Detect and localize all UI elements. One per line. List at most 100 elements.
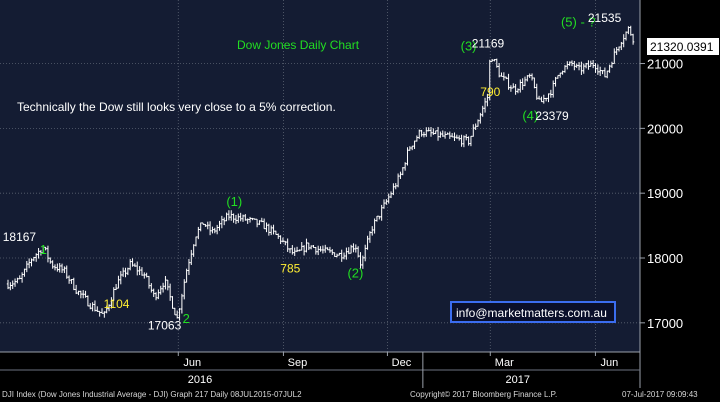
- price-bar: [399, 171, 402, 179]
- price-bar: [502, 72, 506, 81]
- price-bar: [505, 76, 508, 80]
- price-bar: [389, 191, 393, 199]
- price-bar: [23, 268, 26, 277]
- x-tick-label: Mar: [495, 357, 514, 369]
- price-level-label: 21535: [588, 11, 622, 25]
- wave-label: 1: [40, 242, 47, 257]
- price-bar: [507, 73, 510, 90]
- price-bar: [65, 265, 68, 279]
- price-bar: [279, 235, 282, 245]
- price-bar: [575, 63, 578, 68]
- price-bar: [230, 210, 233, 221]
- price-bar: [194, 236, 198, 247]
- price-bar: [314, 246, 318, 255]
- price-bar: [514, 84, 517, 95]
- price-bar: [411, 145, 414, 151]
- price-bar: [35, 253, 38, 262]
- price-bar: [171, 296, 174, 309]
- price-bar: [49, 257, 52, 264]
- price-bar: [413, 140, 416, 150]
- price-bar: [497, 62, 501, 78]
- y-tick-label: 20000: [647, 121, 683, 136]
- price-bar: [331, 249, 334, 255]
- price-bar: [472, 124, 475, 137]
- price-bar: [608, 64, 611, 73]
- watermark-box: info@marketmatters.com.au: [450, 301, 616, 323]
- price-bar: [159, 285, 162, 295]
- price-bar: [425, 127, 428, 137]
- price-bar: [312, 244, 315, 248]
- price-bar: [270, 225, 273, 236]
- price-bar: [441, 130, 444, 137]
- x-year-label: 2017: [505, 374, 529, 386]
- price-bar: [255, 218, 259, 228]
- price-bar: [594, 63, 597, 73]
- price-bar: [326, 247, 329, 251]
- price-bar: [495, 58, 498, 68]
- price-bar: [561, 70, 564, 75]
- price-bar: [157, 289, 160, 300]
- price-bar: [237, 213, 240, 223]
- price-bar: [103, 311, 106, 318]
- price-bar: [18, 275, 21, 280]
- point-move-label: 1104: [104, 297, 130, 311]
- price-bar: [277, 233, 280, 239]
- price-bar: [368, 231, 372, 243]
- price-bar: [32, 256, 36, 262]
- price-level-label: 18167: [3, 230, 37, 244]
- price-bar: [126, 267, 130, 276]
- price-bar: [105, 305, 108, 314]
- price-bar: [110, 297, 113, 309]
- price-bar: [420, 129, 423, 137]
- price-bar: [544, 97, 548, 102]
- price-bar: [305, 238, 308, 253]
- price-bar: [467, 136, 470, 146]
- wave-label: (4): [522, 108, 538, 123]
- price-bar: [378, 215, 381, 220]
- price-bar: [91, 302, 94, 312]
- price-bar: [6, 279, 10, 290]
- price-bar: [284, 240, 287, 246]
- price-bar: [291, 245, 294, 255]
- price-bar: [187, 259, 191, 275]
- price-bar: [528, 73, 531, 78]
- price-bar: [573, 60, 576, 71]
- price-bar: [248, 216, 252, 223]
- price-bar: [436, 126, 440, 141]
- price-bar: [272, 224, 275, 235]
- price-bar: [347, 247, 350, 255]
- y-tick-label: 18000: [647, 251, 683, 266]
- price-bar: [124, 267, 127, 278]
- price-bar: [300, 242, 303, 251]
- price-bar: [486, 93, 489, 107]
- y-tick-label: 19000: [647, 186, 683, 201]
- price-bar: [448, 131, 451, 139]
- price-bar: [288, 248, 292, 254]
- price-bar: [251, 217, 254, 221]
- price-bar: [446, 132, 449, 135]
- price-bar: [622, 34, 625, 48]
- price-bar: [176, 310, 179, 319]
- price-bar: [239, 212, 242, 222]
- price-bar: [293, 247, 296, 256]
- footer-copyright: Copyright© 2017 Bloomberg Finance L.P.: [410, 390, 558, 399]
- price-bar: [610, 61, 614, 68]
- price-bar: [60, 263, 64, 273]
- price-bar: [246, 218, 249, 224]
- price-bar: [366, 235, 369, 250]
- price-level-label: 21169: [472, 36, 505, 50]
- price-bar: [178, 308, 181, 321]
- price-bar: [164, 275, 167, 290]
- price-bar: [627, 26, 630, 35]
- price-bar: [27, 258, 31, 269]
- price-bar: [324, 244, 327, 253]
- price-bar: [321, 245, 325, 254]
- price-bar: [147, 275, 151, 289]
- price-bar: [375, 215, 379, 222]
- price-bar: [582, 63, 585, 74]
- price-bar: [584, 62, 588, 69]
- price-bar: [380, 204, 383, 221]
- price-bar: [606, 70, 609, 79]
- wave-label: (5) - ?: [561, 15, 596, 30]
